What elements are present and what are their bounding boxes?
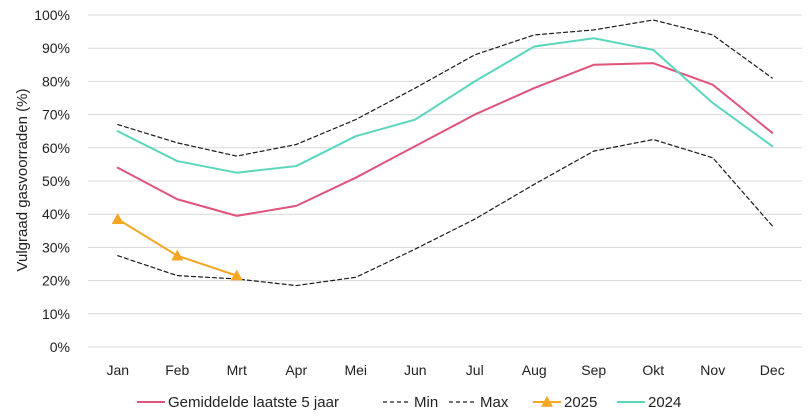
series-line-gemiddelde-laatste-5-jaar xyxy=(116,62,774,217)
y-axis-ticks: 0% 10% 20% 30% 40% 50% 60% 70% 80% 90% 100% xyxy=(34,7,70,355)
y-tick-label: 90% xyxy=(42,40,70,56)
legend-label-gemiddelde-laatste-5-jaar: Gemiddelde laatste 5 jaar xyxy=(168,394,339,411)
y-tick-label: 30% xyxy=(42,239,70,255)
gridlines xyxy=(88,14,802,348)
x-tick-label: Sep xyxy=(581,362,606,378)
x-tick-label: Nov xyxy=(700,362,725,378)
y-tick-label: 60% xyxy=(42,140,70,156)
y-tick-label: 0% xyxy=(50,339,70,355)
x-tick-label: Jan xyxy=(106,362,129,378)
legend-label-2024: 2024 xyxy=(648,394,681,411)
legend: Gemiddelde laatste 5 jaar Min Max 2025 2024 xyxy=(137,394,681,411)
x-tick-label: Mrt xyxy=(227,362,247,378)
x-tick-label: Feb xyxy=(165,362,189,378)
y-tick-label: 70% xyxy=(42,107,70,123)
series-line-min xyxy=(117,138,773,287)
series-line-2024 xyxy=(116,37,774,174)
x-tick-label: Jun xyxy=(404,362,427,378)
x-tick-label: Dec xyxy=(760,362,785,378)
data-point-2025 xyxy=(111,213,124,224)
legend-marker-2025 xyxy=(541,396,553,407)
y-tick-label: 50% xyxy=(42,173,70,189)
x-axis-ticks: Jan Feb Mrt Apr Mei Jun Jul Aug Sep Okt Nov Dec xyxy=(106,362,784,378)
data-point-2025 xyxy=(230,269,243,281)
y-axis-label: Vulgraad gasvoorraden (%) xyxy=(14,89,31,272)
legend-label-2025: 2025 xyxy=(564,394,597,411)
legend-label-min: Min xyxy=(414,394,438,411)
y-tick-label: 40% xyxy=(42,206,70,222)
data-point-2025 xyxy=(171,249,184,261)
x-tick-label: Aug xyxy=(522,362,547,378)
y-tick-label: 100% xyxy=(34,7,70,23)
x-tick-label: Okt xyxy=(642,362,664,378)
y-tick-label: 80% xyxy=(42,73,70,89)
x-tick-label: Mei xyxy=(344,362,367,378)
series-line-max xyxy=(117,19,773,157)
x-tick-label: Apr xyxy=(285,362,307,378)
y-tick-label: 10% xyxy=(42,306,70,322)
y-tick-label: 20% xyxy=(42,273,70,289)
series xyxy=(111,19,774,287)
x-tick-label: Jul xyxy=(466,362,484,378)
legend-label-max: Max xyxy=(480,394,509,411)
